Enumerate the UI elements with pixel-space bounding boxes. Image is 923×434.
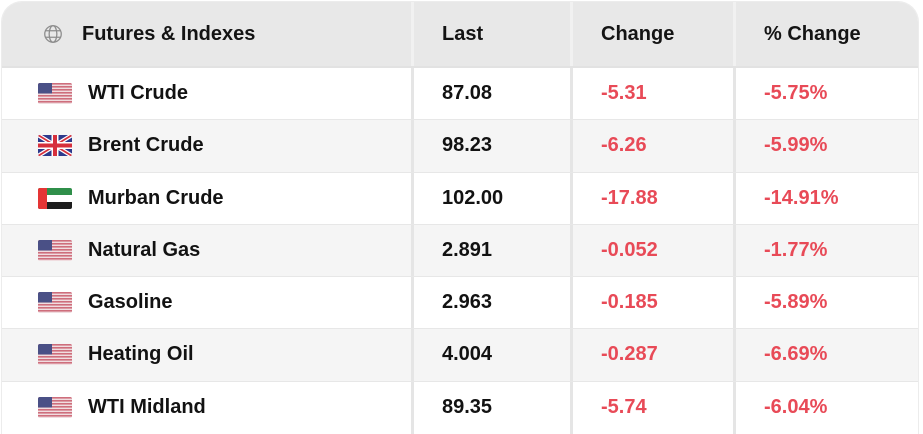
instrument-name: Brent Crude — [88, 134, 204, 157]
pct-change-value: -14.91% — [733, 172, 918, 224]
table-row[interactable]: Natural Gas 2.891 -0.052 -1.77% — [2, 224, 918, 277]
us-flag-icon — [38, 292, 72, 314]
us-flag-icon — [38, 83, 72, 105]
instrument-name: Natural Gas — [88, 238, 201, 261]
table-row[interactable]: WTI Midland 89.35 -5.74 -6.04% — [2, 381, 918, 434]
instrument-cell: Brent Crude — [2, 120, 411, 171]
ae-flag-icon — [38, 187, 72, 209]
header-cell-pct-change: % Change — [733, 2, 918, 66]
table-header-row: Futures & Indexes Last Change % Change — [2, 2, 918, 68]
table-title: Futures & Indexes — [82, 22, 256, 45]
last-value: 98.23 — [411, 120, 570, 172]
last-value: 2.891 — [411, 224, 570, 276]
pct-change-value: -5.99% — [733, 120, 918, 172]
header-cell-change: Change — [570, 2, 733, 66]
instrument-name: Heating Oil — [88, 343, 194, 366]
instrument-cell: Gasoline — [2, 277, 411, 328]
header-cell-last: Last — [411, 2, 570, 66]
us-flag-icon — [38, 239, 72, 261]
instrument-name: WTI Crude — [88, 82, 188, 105]
table-row[interactable]: Brent Crude 98.23 -6.26 -5.99% — [2, 120, 918, 173]
change-value: -0.287 — [570, 329, 733, 381]
globe-icon — [42, 23, 64, 45]
us-flag-icon — [38, 397, 72, 419]
us-flag-icon — [38, 344, 72, 366]
gb-flag-icon — [38, 135, 72, 157]
pct-change-value: -6.04% — [733, 381, 918, 434]
last-value: 2.963 — [411, 277, 570, 329]
table-row[interactable]: Murban Crude 102.00 -17.88 -14.91% — [2, 172, 918, 225]
instrument-cell: WTI Crude — [2, 68, 411, 119]
instrument-name: Gasoline — [88, 291, 173, 314]
pct-change-value: -5.89% — [733, 277, 918, 329]
table-row[interactable]: WTI Crude 87.08 -5.31 -5.75% — [2, 68, 918, 121]
change-value: -5.31 — [570, 68, 733, 120]
instrument-cell: WTI Midland — [2, 382, 411, 434]
instrument-cell: Heating Oil — [2, 329, 411, 380]
change-value: -0.052 — [570, 224, 733, 276]
instrument-name: WTI Midland — [88, 396, 206, 419]
instrument-name: Murban Crude — [88, 186, 224, 209]
instrument-cell: Natural Gas — [2, 225, 411, 276]
change-value: -5.74 — [570, 381, 733, 434]
table-row[interactable]: Heating Oil 4.004 -0.287 -6.69% — [2, 329, 918, 382]
table-row[interactable]: Gasoline 2.963 -0.185 -5.89% — [2, 277, 918, 330]
header-cell-name: Futures & Indexes — [2, 2, 411, 66]
pct-change-value: -1.77% — [733, 224, 918, 276]
last-value: 89.35 — [411, 381, 570, 434]
table-body: WTI Crude 87.08 -5.31 -5.75% Brent Crude… — [2, 68, 918, 434]
change-value: -17.88 — [570, 172, 733, 224]
change-value: -6.26 — [570, 120, 733, 172]
instrument-cell: Murban Crude — [2, 173, 411, 224]
last-value: 102.00 — [411, 172, 570, 224]
last-value: 87.08 — [411, 68, 570, 120]
change-value: -0.185 — [570, 277, 733, 329]
pct-change-value: -6.69% — [733, 329, 918, 381]
last-value: 4.004 — [411, 329, 570, 381]
pct-change-value: -5.75% — [733, 68, 918, 120]
